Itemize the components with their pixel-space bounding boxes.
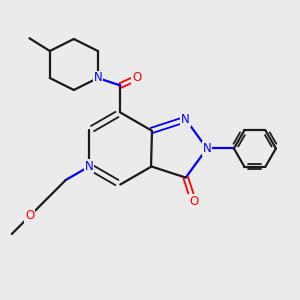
Text: O: O <box>25 209 34 223</box>
Text: N: N <box>85 160 94 173</box>
Text: N: N <box>182 113 190 126</box>
Text: N: N <box>93 71 102 85</box>
Text: O: O <box>132 71 141 85</box>
Text: O: O <box>189 195 198 208</box>
Text: N: N <box>202 142 211 155</box>
